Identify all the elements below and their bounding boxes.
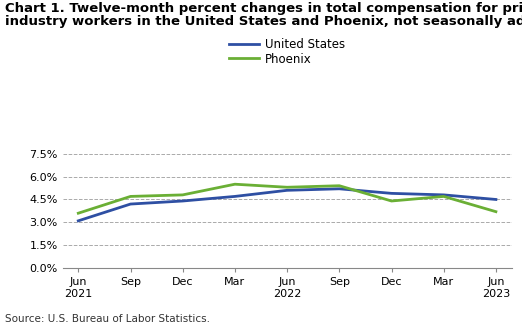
Text: industry workers in the United States and Phoenix, not seasonally adjusted: industry workers in the United States an… [5,15,522,28]
Text: Source: U.S. Bureau of Labor Statistics.: Source: U.S. Bureau of Labor Statistics. [5,314,210,324]
Legend: United States, Phoenix: United States, Phoenix [229,38,345,66]
Text: Chart 1. Twelve-month percent changes in total compensation for private: Chart 1. Twelve-month percent changes in… [5,2,522,15]
